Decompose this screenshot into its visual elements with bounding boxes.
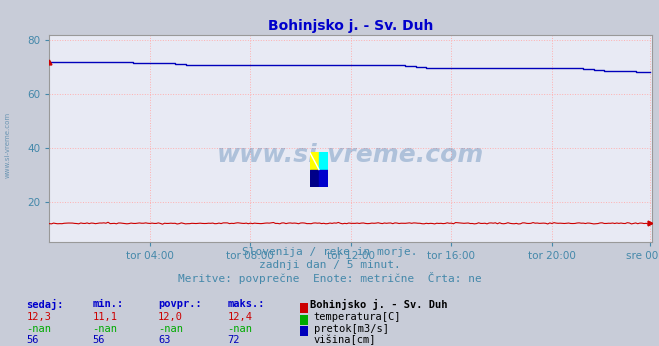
Bar [319,170,328,187]
Bar [310,170,319,187]
Text: 56: 56 [92,335,105,345]
Bar [310,152,319,170]
Text: 56: 56 [26,335,39,345]
Text: -nan: -nan [92,324,117,334]
Text: Slovenija / reke in morje.: Slovenija / reke in morje. [242,247,417,257]
Text: www.si-vreme.com: www.si-vreme.com [217,143,484,167]
Text: višina[cm]: višina[cm] [314,335,376,345]
Text: -nan: -nan [26,324,51,334]
Text: 72: 72 [227,335,240,345]
Text: Meritve: povprečne  Enote: metrične  Črta: ne: Meritve: povprečne Enote: metrične Črta:… [178,272,481,284]
Text: min.:: min.: [92,299,123,309]
Text: 12,4: 12,4 [227,312,252,322]
Text: 12,3: 12,3 [26,312,51,322]
Text: 11,1: 11,1 [92,312,117,322]
Bar [319,152,328,170]
Text: 12,0: 12,0 [158,312,183,322]
Text: pretok[m3/s]: pretok[m3/s] [314,324,389,334]
Text: -nan: -nan [158,324,183,334]
Text: sedaj:: sedaj: [26,299,64,310]
Text: www.si-vreme.com: www.si-vreme.com [5,112,11,179]
Text: povpr.:: povpr.: [158,299,202,309]
Text: maks.:: maks.: [227,299,265,309]
Text: 63: 63 [158,335,171,345]
Text: temperatura[C]: temperatura[C] [314,312,401,322]
Text: zadnji dan / 5 minut.: zadnji dan / 5 minut. [258,260,401,270]
Text: Bohinjsko j. - Sv. Duh: Bohinjsko j. - Sv. Duh [310,299,447,310]
Text: -nan: -nan [227,324,252,334]
Title: Bohinjsko j. - Sv. Duh: Bohinjsko j. - Sv. Duh [268,19,434,34]
